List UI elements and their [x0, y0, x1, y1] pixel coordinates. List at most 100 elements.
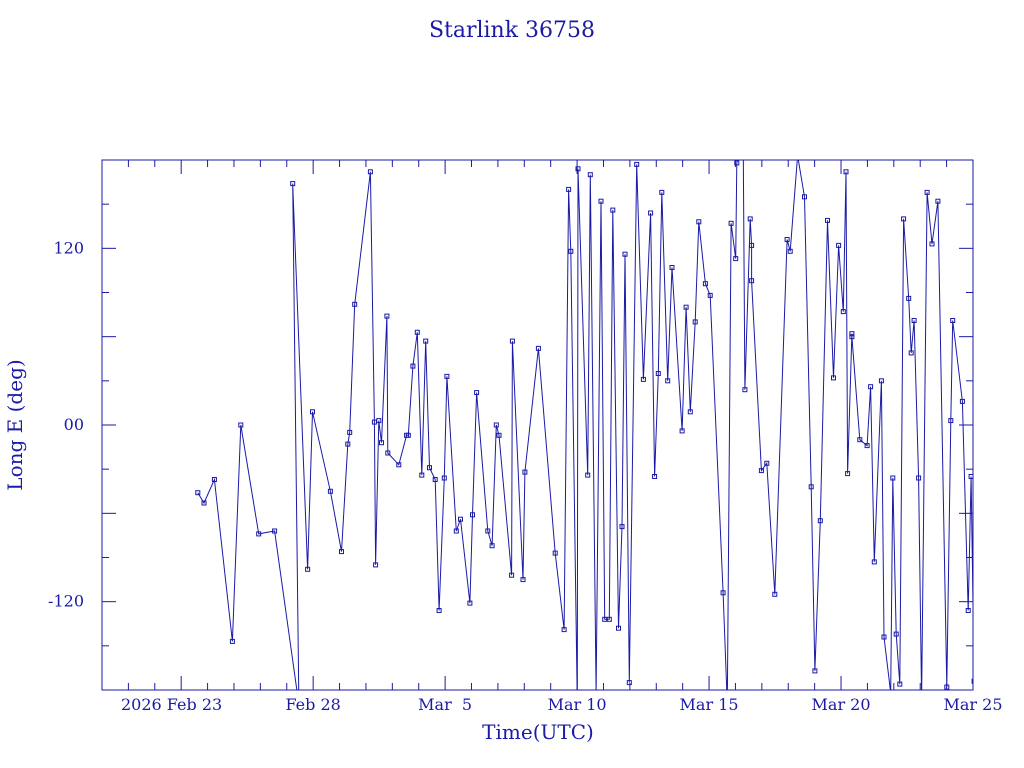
data-point [950, 318, 956, 323]
data-point [256, 531, 262, 537]
data-point [211, 477, 217, 482]
data-point [840, 309, 846, 315]
data-point [849, 331, 855, 337]
data-point [749, 242, 755, 248]
data-point [929, 241, 935, 247]
data-point [1002, 503, 1006, 507]
data-point [575, 166, 581, 172]
data-point [345, 441, 351, 447]
data-point [585, 472, 591, 478]
data-point [1008, 397, 1012, 401]
data-point [817, 518, 823, 524]
data-point [971, 678, 973, 684]
data-point [339, 549, 344, 555]
data-point [405, 432, 411, 438]
x-axis-label: Time(UTC) [482, 720, 594, 744]
plot-area [195, 139, 1013, 695]
y-tick-label: 120 [53, 238, 84, 257]
data-point [568, 248, 574, 254]
data-point [741, 139, 745, 143]
data-point [201, 500, 207, 506]
data-point [659, 189, 665, 195]
data-point [626, 680, 632, 686]
data-point [598, 198, 604, 204]
data-point [347, 429, 353, 435]
data-point [836, 242, 842, 248]
data-point [195, 490, 201, 496]
data-point [520, 577, 526, 583]
data-point [509, 572, 515, 578]
data-point [881, 634, 887, 640]
x-tick-label: 2026 Feb 23 [121, 695, 222, 714]
data-point [436, 608, 442, 613]
data-point [640, 376, 646, 382]
data-point [467, 600, 473, 606]
data-point [893, 631, 899, 637]
series-group [195, 139, 1013, 695]
data-point [924, 189, 930, 195]
data-point [648, 210, 654, 216]
data-point [414, 329, 420, 335]
data-point [996, 405, 1000, 409]
data-point [911, 318, 917, 323]
data-point [379, 440, 384, 446]
data-point [944, 684, 950, 690]
data-point [696, 219, 702, 225]
data-point [733, 256, 739, 262]
data-point [485, 528, 491, 534]
x-tick-label: Mar 5 [418, 695, 472, 714]
data-point [561, 627, 567, 633]
data-point [470, 512, 475, 518]
data-point [692, 319, 698, 325]
data-point [509, 338, 515, 344]
x-tick-label: Feb 28 [285, 695, 340, 714]
data-point [376, 418, 382, 424]
data-point [427, 465, 432, 471]
data-point [802, 194, 807, 200]
data-point [373, 562, 379, 568]
plot-frame [101, 159, 974, 691]
data-point [552, 550, 558, 556]
data-point [878, 378, 884, 384]
data-point [385, 450, 391, 456]
data-point [602, 616, 608, 622]
data-point [616, 625, 621, 631]
data-point [864, 443, 870, 449]
data-point [238, 422, 244, 428]
data-point [587, 172, 593, 178]
tick-labels: -120 00 120 2026 Feb 23 Feb 28 Mar 5 Mar 10 Mar… [48, 238, 1002, 714]
data-point [652, 474, 658, 479]
series-line [197, 160, 973, 690]
data-point [622, 251, 628, 257]
data-point [908, 350, 914, 356]
data-point [535, 345, 541, 351]
data-point [742, 387, 748, 393]
data-point [305, 566, 311, 572]
data-point [889, 691, 893, 695]
data-point [702, 281, 708, 287]
data-point [290, 181, 296, 187]
y-axis-label: Long E (deg) [3, 359, 27, 490]
data-point [991, 327, 995, 331]
data-point [734, 160, 740, 166]
data-point [812, 668, 818, 674]
data-point [857, 437, 863, 443]
data-point [687, 409, 693, 415]
data-point [707, 292, 713, 298]
data-point [423, 338, 429, 344]
data-point [845, 471, 851, 477]
data-point [728, 220, 734, 226]
data-point [432, 477, 438, 482]
data-point [871, 559, 877, 565]
data-point [410, 363, 416, 369]
data-point [522, 469, 528, 475]
data-point [606, 616, 612, 622]
y-tick-label: 00 [64, 415, 84, 434]
data-point [1009, 603, 1013, 607]
data-point [679, 428, 685, 434]
data-point [796, 154, 800, 158]
data-point [458, 516, 463, 522]
data-point [310, 409, 315, 415]
data-point [849, 334, 855, 340]
